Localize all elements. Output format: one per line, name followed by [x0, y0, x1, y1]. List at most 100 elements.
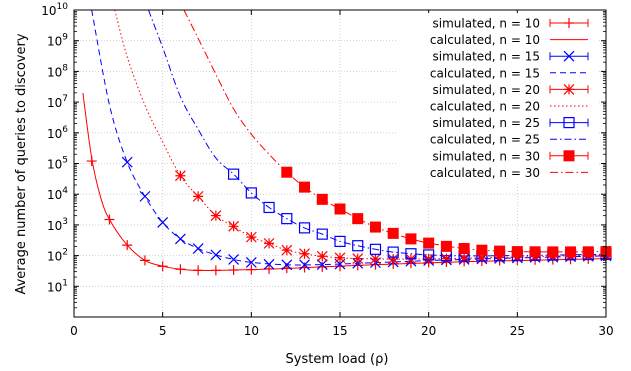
data-point: [405, 233, 417, 245]
data-point: [228, 264, 239, 275]
data-point: [122, 240, 133, 251]
data-point: [563, 150, 575, 162]
legend-label: calculated, n = 25: [430, 133, 540, 147]
y-tick-label: 102: [47, 248, 68, 264]
y-tick-label: 107: [47, 94, 68, 110]
data-point: [440, 253, 452, 264]
data-point: [281, 166, 293, 178]
data-point: [157, 261, 168, 272]
data-point: [174, 233, 186, 245]
y-axis-label: Average number of queries to discovery: [14, 33, 29, 294]
legend-label: simulated, n = 10: [433, 17, 540, 31]
data-point: [228, 254, 240, 265]
data-point: [210, 210, 222, 222]
data-point: [192, 190, 204, 202]
data-point: [139, 255, 150, 266]
legend-label: calculated, n = 20: [430, 100, 540, 114]
data-point: [193, 265, 204, 276]
y-tick-label: 103: [47, 217, 68, 233]
data-point: [582, 246, 594, 258]
x-tick-label: 30: [598, 324, 613, 338]
x-axis-ticks: 0 5 10 15 20 25 30: [70, 10, 614, 338]
x-tick-label: 25: [510, 324, 525, 338]
data-point: [317, 261, 328, 272]
x-tick-label: 0: [70, 324, 78, 338]
data-point: [299, 248, 310, 260]
data-point: [228, 220, 240, 232]
data-point: [316, 228, 328, 240]
data-point: [121, 156, 133, 168]
data-point: [511, 246, 523, 258]
data-point: [387, 253, 399, 265]
data-point: [387, 227, 399, 239]
data-point: [476, 252, 488, 264]
y-tick-label: 106: [47, 125, 68, 141]
simulated-markers: [86, 156, 612, 276]
data-point: [299, 181, 311, 193]
y-tick-label: 1010: [41, 2, 68, 18]
data-point: [174, 170, 186, 182]
calculated-curve: [148, 10, 606, 257]
data-point: [458, 252, 470, 264]
data-point: [139, 190, 151, 202]
data-point: [281, 244, 293, 256]
data-point: [104, 214, 115, 225]
legend: simulated, n = 10 calculated, n = 10 simul…: [398, 13, 598, 183]
data-point: [210, 249, 222, 261]
x-tick-label: 20: [421, 324, 436, 338]
data-point: [299, 259, 310, 271]
data-point: [423, 249, 435, 261]
data-point: [316, 250, 328, 262]
data-point: [334, 203, 346, 215]
y-tick-label: 101: [47, 278, 68, 294]
data-point: [192, 243, 204, 254]
data-point: [564, 18, 574, 28]
data-point: [529, 246, 541, 258]
data-point: [86, 156, 97, 167]
legend-label: simulated, n = 15: [433, 50, 540, 64]
data-point: [369, 243, 382, 255]
data-point: [563, 116, 575, 129]
y-tick-label: 108: [47, 63, 68, 79]
y-tick-label: 109: [47, 33, 68, 49]
legend-label: calculated, n = 10: [430, 33, 540, 47]
legend-label: simulated, n = 20: [433, 83, 540, 97]
data-point: [423, 237, 435, 249]
legend-label: simulated, n = 30: [433, 149, 540, 163]
data-point: [263, 258, 275, 270]
data-point: [352, 253, 364, 264]
data-point: [387, 246, 399, 258]
data-point: [334, 235, 346, 248]
data-point: [245, 256, 257, 268]
y-tick-label: 104: [47, 186, 68, 202]
data-point: [246, 264, 257, 275]
x-axis-label: System load (ρ): [286, 352, 389, 367]
y-tick-label: 105: [47, 156, 68, 172]
data-point: [494, 245, 506, 257]
data-point: [263, 201, 275, 214]
data-point: [210, 265, 221, 276]
x-tick-label: 10: [244, 324, 259, 338]
data-point: [335, 261, 345, 272]
data-point: [547, 246, 559, 258]
data-point: [264, 263, 275, 274]
x-tick-label: 15: [332, 324, 347, 338]
data-point: [228, 168, 240, 180]
data-point: [476, 244, 488, 256]
data-point: [263, 237, 275, 249]
data-point: [494, 252, 506, 263]
data-point: [175, 264, 186, 275]
data-point: [299, 262, 310, 273]
data-point: [352, 240, 364, 252]
legend-label: calculated, n = 15: [430, 66, 540, 80]
x-tick-label: 5: [159, 324, 167, 338]
data-point: [316, 259, 328, 271]
data-point: [352, 213, 364, 225]
y-axis-ticks: 101 102 103 104 105 106 107 108 109 1010: [41, 2, 606, 309]
data-point: [405, 248, 417, 260]
data-point: [281, 213, 293, 225]
data-point: [245, 187, 257, 199]
data-point: [563, 50, 575, 62]
data-point: [245, 231, 257, 243]
data-point: [334, 252, 346, 264]
